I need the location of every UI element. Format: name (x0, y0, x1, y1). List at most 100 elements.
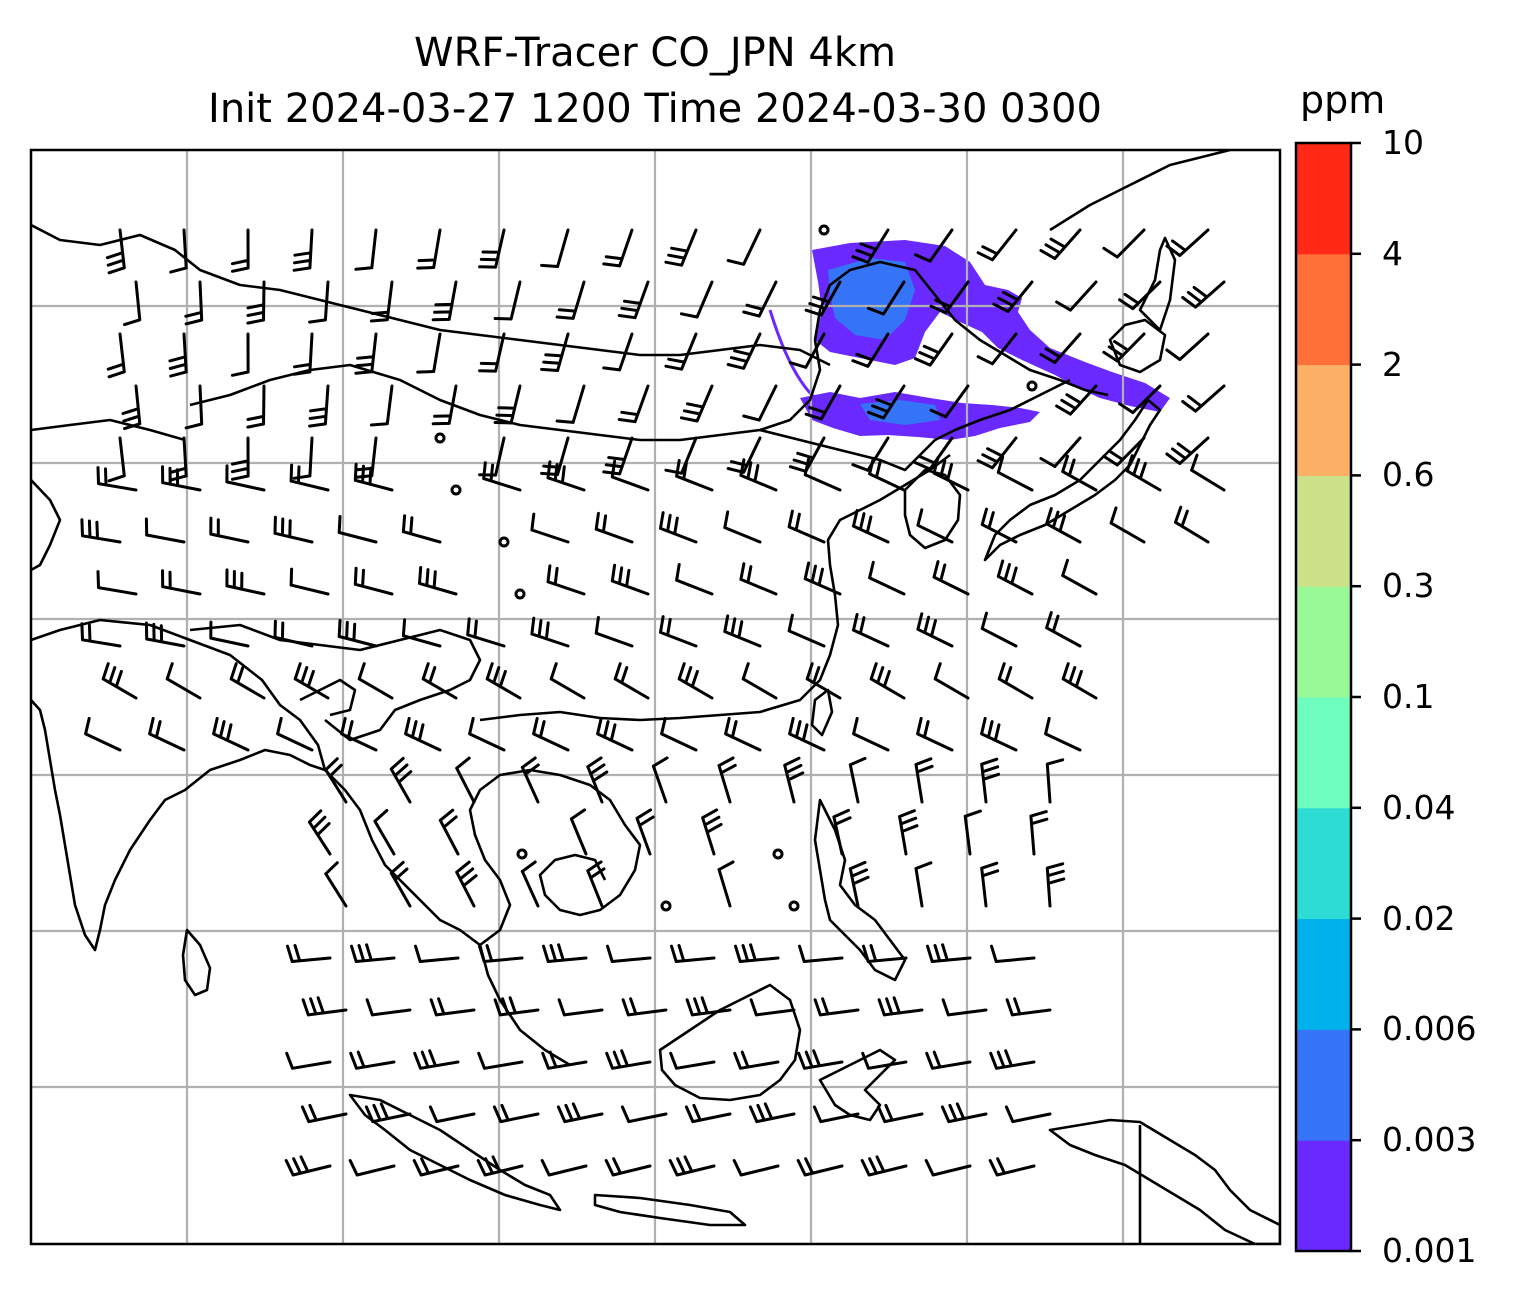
wind-barb (225, 464, 266, 492)
wind-barb (749, 998, 796, 1017)
wind-barb (350, 943, 396, 963)
wind-barb (1102, 332, 1146, 363)
wind-barb (664, 228, 698, 267)
wind-barb (229, 662, 266, 700)
wind-barb (933, 662, 970, 700)
colorbar-tick-label: 2 (1382, 344, 1403, 384)
indochina (468, 768, 642, 947)
colorbar-tick-label: 10 (1382, 123, 1424, 162)
wind-barb (848, 756, 867, 804)
wind-barb (732, 1159, 780, 1177)
wind-barb (620, 1105, 668, 1124)
wind-barb (717, 756, 737, 804)
wind-barb (1039, 436, 1082, 468)
wind-barb (586, 756, 609, 804)
wind-barb (617, 384, 650, 424)
wind-barb (594, 511, 634, 544)
wind-barb (860, 1155, 908, 1177)
calm-wind-circle (516, 848, 528, 860)
sri-lanka (181, 928, 212, 997)
wind-barb (540, 228, 570, 268)
wind-barb (364, 1102, 412, 1124)
wind-barb (493, 280, 522, 321)
wind-barb (926, 943, 972, 963)
wind-barb (980, 757, 1001, 804)
wind-barb (230, 332, 250, 377)
wind-barb (121, 384, 142, 431)
calm-wind-circle (514, 588, 526, 600)
wind-barb (684, 1103, 732, 1124)
wind-barb (803, 457, 842, 492)
wind-barb (101, 662, 138, 700)
wind-barb (621, 997, 668, 1017)
wind-barb (914, 436, 954, 471)
sumatra (348, 1093, 562, 1212)
wind-barb (1045, 611, 1082, 648)
wind-barb (675, 563, 714, 596)
wind-barb (106, 332, 126, 379)
wind-barb (492, 1103, 540, 1124)
wind-barb (292, 228, 314, 272)
wind-barb (862, 944, 908, 963)
wind-barb (273, 515, 314, 544)
wind-barb (787, 613, 826, 648)
wind-barb (418, 566, 458, 596)
wind-barb (482, 461, 522, 492)
wind-barb (416, 332, 442, 374)
wind-barb (659, 511, 698, 544)
wind-barb (542, 943, 588, 963)
wind-barb (80, 518, 122, 544)
wind-barb (796, 1157, 844, 1177)
wind-barb (804, 384, 842, 421)
wind-barb (717, 860, 735, 908)
wind-barb (431, 280, 458, 322)
wind-barb (354, 228, 378, 271)
wind-barb (455, 756, 476, 804)
colorbar-segment (1296, 697, 1351, 809)
wind-barb (230, 228, 250, 273)
wind-barb (1005, 997, 1052, 1017)
wind-barb (788, 436, 826, 473)
wind-barb (353, 566, 394, 596)
wind-barb (877, 996, 924, 1017)
wind-barb (209, 620, 250, 648)
wind-barb (555, 384, 586, 424)
wind-barb (466, 617, 506, 648)
wind-barb (867, 384, 906, 420)
wind-barb (742, 280, 778, 318)
wind-barb (733, 1050, 780, 1070)
wind-barb (348, 1159, 396, 1177)
wind-barb (660, 716, 698, 752)
wind-barb (976, 332, 1018, 366)
wind-barb (292, 332, 314, 376)
colorbar-segment (1296, 143, 1351, 255)
borneo (658, 983, 802, 1102)
wind-barb (401, 514, 442, 544)
co-plume (768, 240, 1170, 440)
wind-barb (404, 716, 442, 752)
wind-barb (1109, 506, 1146, 544)
wind-barb (610, 459, 650, 492)
wind-barb (664, 436, 698, 475)
wind-barb (797, 1049, 844, 1070)
colorbar-tick-label: 0.3 (1382, 566, 1435, 606)
wind-barb (739, 562, 778, 596)
calm-wind-circle (498, 536, 510, 548)
wind-barb (594, 615, 634, 648)
wind-barb (610, 563, 650, 596)
wind-barb (530, 616, 570, 648)
map-title-line2: Init 2024-03-27 1200 Time 2024-03-30 030… (208, 86, 1102, 132)
colorbar-tick-label: 0.006 (1382, 1009, 1477, 1049)
wind-barb (429, 997, 476, 1017)
wind-barb (455, 860, 478, 908)
wind-barb (184, 280, 204, 326)
wind-barb (669, 1051, 716, 1070)
wind-barb (401, 618, 442, 648)
calm-wind-circle (788, 900, 800, 912)
calm-wind-circle (818, 224, 830, 236)
map-title-line1: WRF-Tracer CO_JPN 4km (414, 30, 896, 76)
wind-barb (438, 808, 460, 856)
west-coast (31, 479, 62, 572)
wind-barb (273, 619, 314, 648)
colorbar-segment (1296, 918, 1351, 1030)
